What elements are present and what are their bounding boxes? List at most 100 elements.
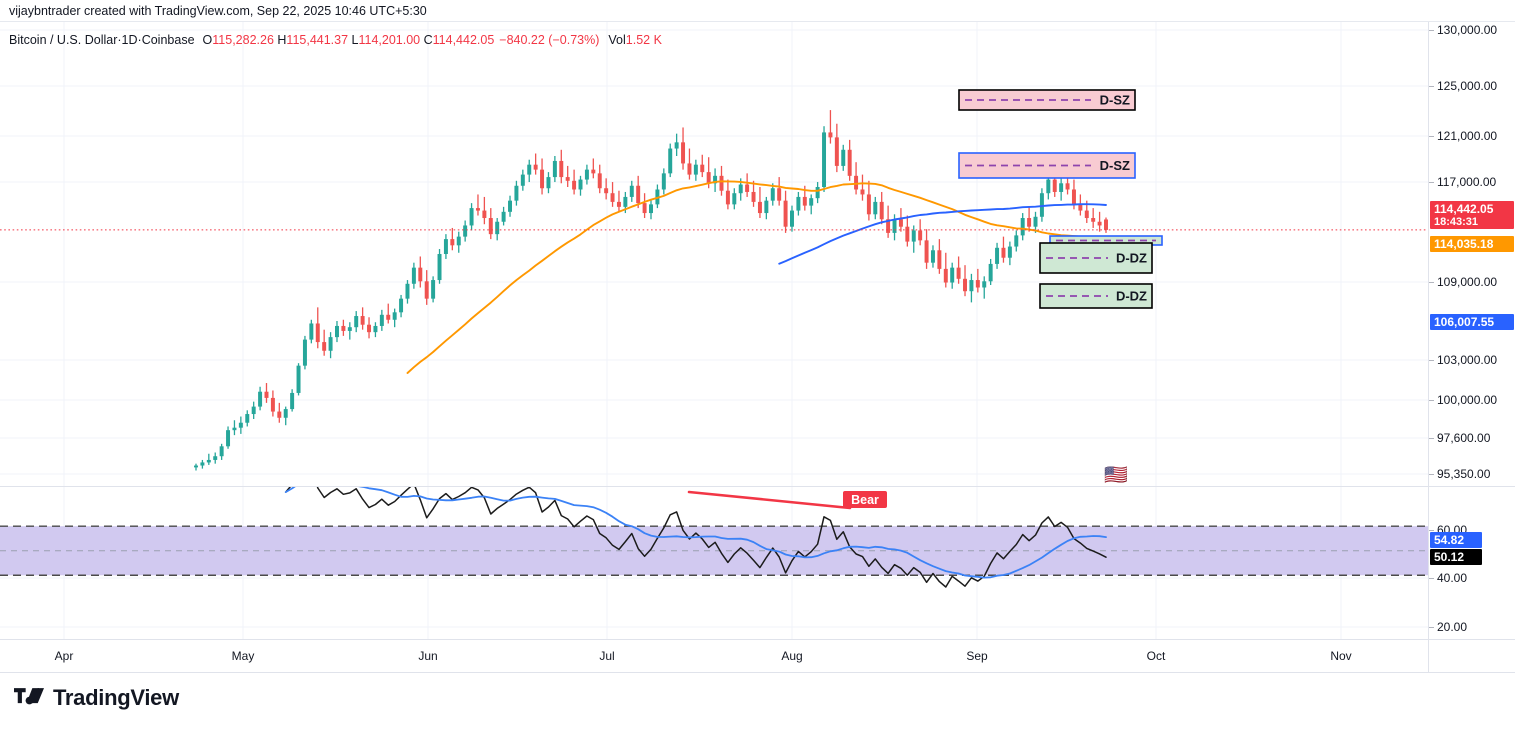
- candle-body: [668, 148, 673, 174]
- candle-body: [264, 391, 269, 398]
- price-badge[interactable]: 114,442.05 18:43:31: [1430, 201, 1514, 229]
- candle-body: [597, 173, 602, 189]
- candle-body: [520, 174, 525, 186]
- candle-body: [251, 406, 256, 415]
- candle-body: [283, 409, 288, 418]
- legend-low-key: L: [351, 33, 359, 47]
- zone-label: D-DZ: [1116, 251, 1147, 266]
- attribution-bar: vijaybntrader created with TradingView.c…: [0, 0, 1515, 22]
- attribution-text: vijaybntrader created with TradingView.c…: [9, 3, 427, 18]
- candle-body: [1104, 219, 1108, 230]
- candle-body: [604, 188, 609, 194]
- candle-body: [860, 189, 865, 195]
- time-axis-label: Nov: [1330, 649, 1352, 663]
- price-tick-label: 103,000.00: [1437, 353, 1498, 367]
- candle-body: [764, 200, 769, 214]
- legend-interval[interactable]: 1D: [121, 33, 138, 47]
- zone-label: D-DZ: [1116, 289, 1147, 304]
- candle-body: [463, 225, 468, 237]
- candle-body: [988, 263, 993, 282]
- candle-body: [456, 236, 461, 246]
- candle-body: [815, 187, 820, 199]
- candle-body: [584, 169, 589, 180]
- rsi-line: [284, 487, 1107, 588]
- candle-body: [924, 240, 929, 263]
- price-scale[interactable]: 130,000.00 125,000.00 121,000.00 117,000.00…: [1428, 22, 1515, 639]
- candle-body: [245, 414, 250, 423]
- scale-tick-mark: [1429, 438, 1434, 439]
- candle-body: [745, 184, 750, 192]
- scale-tick-mark: [1429, 182, 1434, 183]
- candle-body: [482, 210, 487, 219]
- tradingview-logo[interactable]: TradingView: [14, 685, 179, 711]
- candle-body: [956, 267, 961, 279]
- scale-tick-mark: [1429, 360, 1434, 361]
- candle-body: [469, 208, 474, 226]
- candle-body: [770, 188, 775, 201]
- candle-body: [886, 219, 891, 233]
- candle-body: [866, 194, 871, 215]
- candle-body: [424, 281, 429, 299]
- candle-body: [386, 314, 391, 320]
- legend-volume-value: 1.52 K: [625, 33, 662, 47]
- candle-body: [950, 267, 955, 283]
- legend-sep-1: ·: [117, 33, 122, 47]
- candle-body: [578, 179, 583, 190]
- legend-volume-key: Vol: [608, 33, 626, 47]
- candle-body: [982, 281, 987, 288]
- scale-tick-mark: [1429, 86, 1434, 87]
- zone-label: D-SZ: [1100, 93, 1130, 108]
- divergence-label-bg: [843, 491, 887, 508]
- rsi-badge[interactable]: 54.82: [1430, 532, 1482, 548]
- legend-exchange[interactable]: Coinbase: [141, 33, 195, 47]
- price-badge[interactable]: 114,035.18: [1430, 236, 1514, 252]
- rsi-badge[interactable]: 50.12: [1430, 549, 1482, 565]
- candle-body: [661, 173, 666, 190]
- candle-body: [854, 175, 859, 190]
- candle-body: [642, 203, 647, 214]
- time-axis-corner: [1428, 639, 1515, 673]
- candle-body: [277, 411, 282, 418]
- candle-body: [508, 200, 513, 212]
- candle-body: [373, 325, 378, 333]
- candle-body: [732, 193, 737, 205]
- legend-close-value: 114,442.05: [432, 33, 495, 47]
- candle-body: [879, 201, 884, 220]
- price-badge[interactable]: 106,007.55: [1430, 314, 1514, 330]
- supply-zone-upper: D-SZ: [958, 89, 1136, 111]
- time-axis[interactable]: Apr May Jun Jul Aug Sep Oct Nov: [0, 639, 1428, 673]
- candle-body: [1084, 210, 1089, 219]
- candle-body: [411, 267, 416, 284]
- candle-body: [674, 142, 679, 149]
- candle-body: [1097, 221, 1102, 226]
- price-pane[interactable]: D-SZ D-SZ D-DZ D-DZ 🇺🇸: [0, 22, 1428, 486]
- rsi-pane[interactable]: Bear: [0, 487, 1428, 639]
- scale-tick-mark: [1429, 578, 1434, 579]
- candle-body: [1052, 179, 1057, 192]
- candle-body: [713, 175, 718, 184]
- candle-body: [1091, 218, 1096, 222]
- candle-body: [334, 325, 339, 338]
- candle-body: [969, 280, 974, 292]
- legend-symbol[interactable]: Bitcoin / U.S. Dollar: [9, 33, 118, 47]
- time-axis-label: Apr: [54, 649, 74, 663]
- bear-divergence: Bear: [687, 490, 887, 510]
- divergence-trendline: [687, 490, 852, 510]
- time-axis-label: Oct: [1146, 649, 1166, 663]
- scale-tick-mark: [1429, 530, 1434, 531]
- candle-body: [475, 208, 480, 211]
- candle-body: [565, 177, 570, 181]
- candle-body: [591, 169, 596, 174]
- candle-body: [751, 191, 756, 202]
- time-axis-label: Jun: [418, 649, 438, 663]
- scale-tick-mark: [1429, 627, 1434, 628]
- legend-close-key: C: [423, 33, 433, 47]
- candle-body: [354, 316, 359, 328]
- candle-body: [834, 137, 839, 166]
- legend-high-key: H: [277, 33, 287, 47]
- candle-body: [616, 201, 621, 207]
- candle-body: [610, 193, 615, 202]
- candle-body: [309, 323, 314, 340]
- candle-body: [367, 324, 372, 333]
